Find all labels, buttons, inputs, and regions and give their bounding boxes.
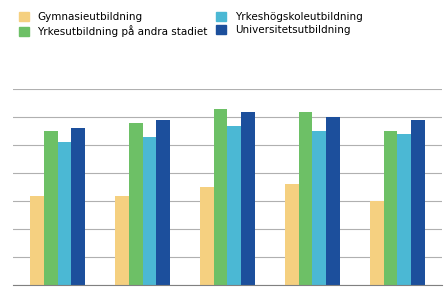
Bar (71, 128, 85, 285)
Bar (299, 111, 312, 285)
Bar (384, 131, 397, 285)
Bar (156, 120, 169, 285)
Bar (326, 117, 339, 285)
Bar (214, 109, 227, 285)
Bar (58, 142, 71, 285)
Bar (241, 111, 255, 285)
Bar (129, 123, 143, 285)
Bar (30, 195, 44, 285)
Bar (411, 120, 425, 285)
Bar (397, 134, 411, 285)
Bar (116, 195, 129, 285)
Bar (200, 187, 214, 285)
Legend: Gymnasieutbildning, Yrkesutbildning på andra stadiet, Yrkeshögskoleutbildning, U: Gymnasieutbildning, Yrkesutbildning på a… (19, 12, 363, 37)
Bar (143, 137, 156, 285)
Bar (227, 126, 241, 285)
Bar (285, 184, 299, 285)
Bar (370, 201, 384, 285)
Bar (44, 131, 58, 285)
Bar (312, 131, 326, 285)
